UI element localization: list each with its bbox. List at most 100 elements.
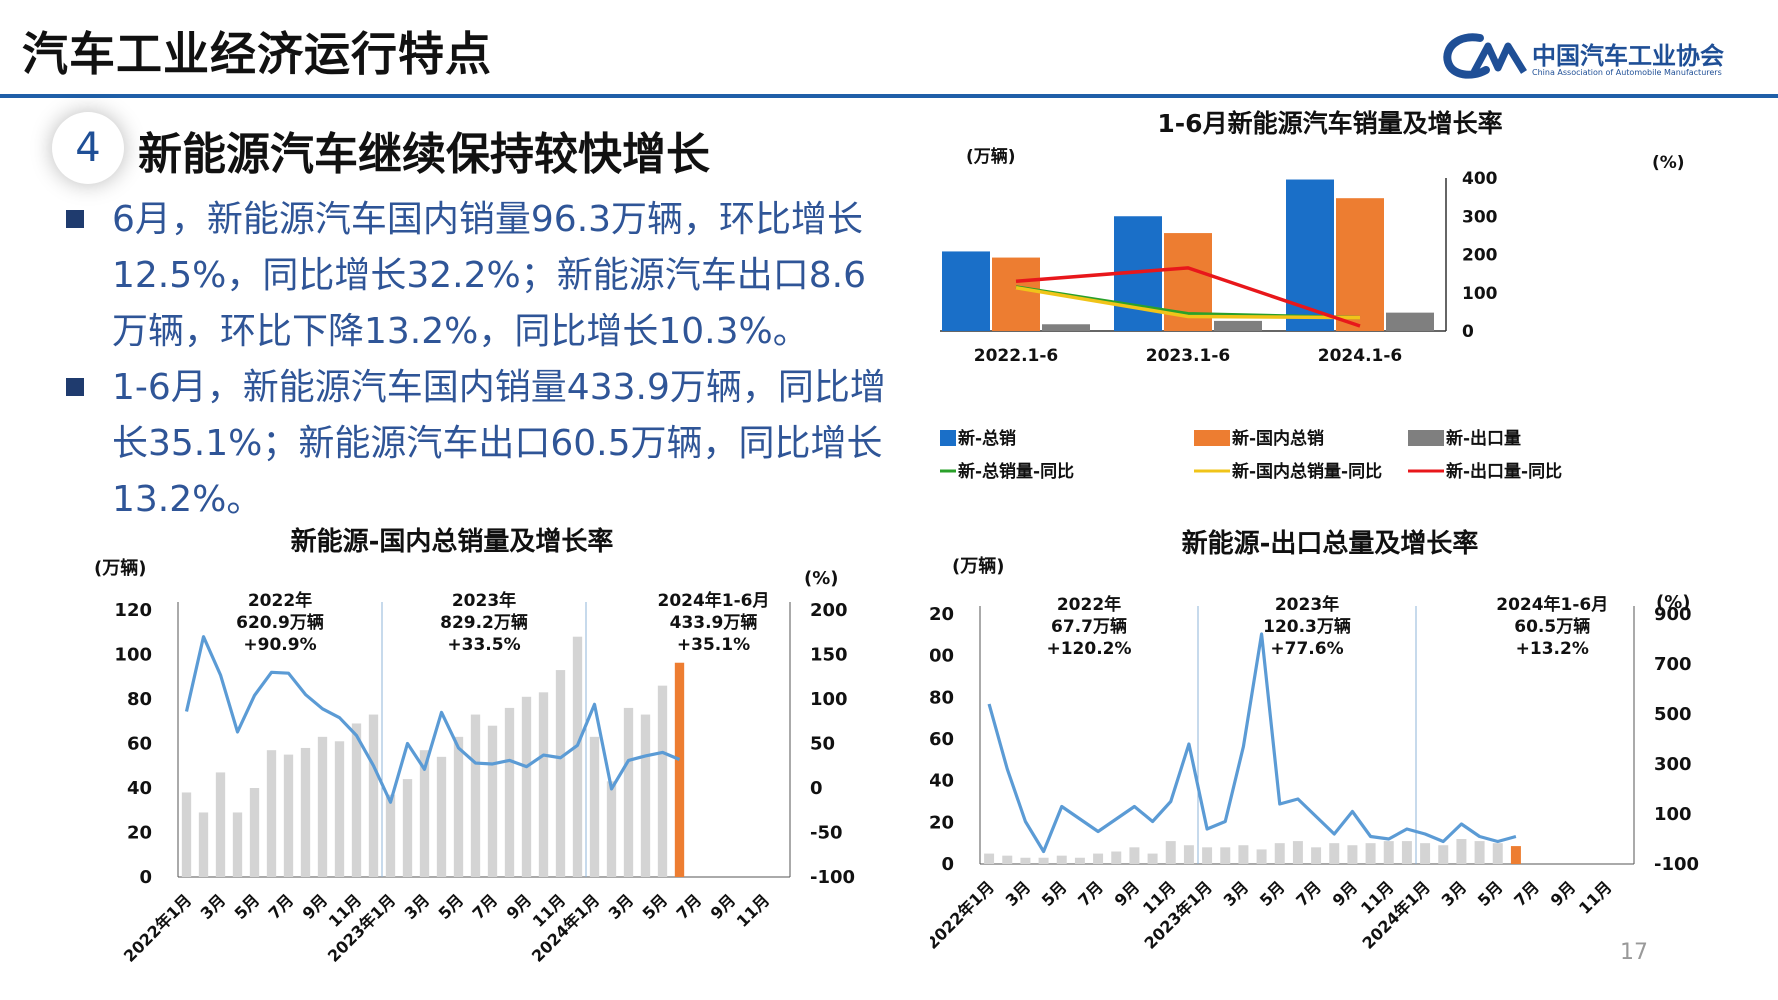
annotation-year: 2024年1-6月 — [657, 590, 769, 611]
y-tick-label: 0 — [941, 854, 954, 875]
legend-label: 新-出口量 — [1446, 428, 1521, 449]
y2-tick-label: 500 — [1654, 704, 1692, 725]
bullet-text: 6月，新能源汽车国内销量96.3万辆，环比增长12.5%，同比增长32.2%；新… — [112, 199, 866, 352]
bar-month — [232, 812, 243, 877]
chart-title: 新能源-国内总销量及增长率 — [291, 526, 614, 557]
bar-month — [1165, 841, 1176, 864]
bar-month — [1183, 845, 1194, 864]
annotation-total: 829.2万辆 — [440, 612, 528, 633]
annotation-total: 60.5万辆 — [1514, 616, 1590, 637]
x-tick-label: 5月 — [639, 890, 672, 923]
x-tick-label: 5月 — [435, 890, 468, 923]
plot-area: 010020030040050001002003004002022.1-6202… — [940, 169, 1498, 366]
bar-month — [640, 714, 651, 877]
bar-month — [1220, 847, 1231, 864]
legend-swatch — [1194, 430, 1230, 446]
x-tick-label: 2022年1月 — [120, 890, 195, 965]
annotation-total: 67.7万辆 — [1051, 616, 1127, 637]
x-tick-label: 2022.1-6 — [974, 346, 1059, 366]
annotation-growth: +33.5% — [447, 635, 520, 655]
legend-label: 新-出口量-同比 — [1446, 461, 1562, 482]
bar-month — [402, 779, 413, 877]
x-tick-label: 3月 — [1002, 877, 1035, 910]
bar-month — [984, 853, 995, 864]
x-tick-label: 7月 — [1510, 877, 1543, 910]
x-tick-label: 5月 — [1038, 877, 1071, 910]
bar-month — [249, 788, 260, 877]
annotation-total: 620.9万辆 — [236, 612, 324, 633]
bar-新-总销 — [1286, 179, 1334, 331]
y2-tick-label: 200 — [810, 600, 848, 621]
annotation-growth: +77.6% — [1270, 639, 1343, 659]
y2-tick-label: 100 — [810, 689, 848, 710]
plot-area: 020406080100120-100-500501001502002022年1… — [114, 590, 855, 966]
bar-month — [1147, 853, 1158, 864]
y2-axis-unit: (%) — [804, 568, 839, 589]
x-tick-label: 7月 — [265, 890, 298, 923]
x-tick-label: 3月 — [401, 890, 434, 923]
bar-month — [385, 794, 396, 877]
y-tick-label: 120 — [114, 600, 152, 621]
legend-swatch — [940, 430, 956, 446]
bar-month — [538, 692, 549, 877]
bar-month — [1056, 855, 1067, 864]
bar-month — [181, 792, 192, 877]
legend-label: 新-国内总销量-同比 — [1232, 461, 1382, 482]
bar-month — [521, 696, 532, 877]
bar-month — [1474, 841, 1485, 864]
bar-month — [266, 750, 277, 877]
annotation-year: 2022年 — [1057, 594, 1121, 615]
legend-label: 新-国内总销 — [1232, 428, 1324, 449]
bar-month — [1456, 839, 1467, 864]
bar-month — [1329, 843, 1340, 864]
chart-title: 1-6月新能源汽车销量及增长率 — [1157, 109, 1502, 138]
y-tick-label: 60 — [930, 729, 954, 750]
bar-新-出口量 — [1214, 320, 1262, 331]
bar-month — [504, 707, 515, 877]
x-tick-label: 2022年1月 — [930, 877, 998, 952]
bullet-square-icon — [66, 378, 84, 396]
bar-month — [555, 670, 566, 877]
y2-tick-label: 900 — [1654, 604, 1692, 625]
y-tick-label: 0 — [139, 867, 152, 888]
x-tick-label: 11月 — [1575, 877, 1616, 918]
bar-month — [351, 723, 362, 877]
x-tick-label: 7月 — [673, 890, 706, 923]
y-tick-label: 20 — [127, 823, 152, 844]
bar-新-国内总销 — [1336, 198, 1384, 331]
export-sales-chart: 新能源-出口总量及增长率 (万辆) (%) 0 20 40 60 80 100 120 -10… — [930, 528, 1699, 953]
cam-logo-icon — [1443, 33, 1527, 79]
legend-swatch — [1408, 430, 1444, 446]
bar-month — [1274, 843, 1285, 864]
y2-axis-unit: (%) — [1652, 153, 1685, 173]
y-tick-label: 40 — [930, 771, 954, 792]
bar-新-总销 — [942, 251, 990, 331]
chart-title: 新能源-出口总量及增长率 — [1182, 528, 1479, 559]
bar-month — [436, 756, 447, 877]
y2-tick-label: -100 — [1654, 854, 1699, 875]
bar-month — [1420, 843, 1431, 864]
bar-month — [317, 736, 328, 877]
bar-month — [1492, 843, 1503, 864]
y-tick-label: 40 — [127, 778, 152, 799]
bar-current-month — [674, 662, 685, 877]
section-title: 新能源汽车继续保持较快增长 — [138, 129, 710, 180]
y2-tick-label: 300 — [1462, 207, 1498, 227]
annotation-total: 120.3万辆 — [1263, 616, 1351, 637]
bar-month — [215, 772, 226, 877]
bar-month — [1311, 847, 1322, 864]
bar-month — [300, 747, 311, 877]
bar-month — [1093, 853, 1104, 864]
bar-month — [470, 714, 481, 877]
annotation-growth: +35.1% — [677, 635, 750, 655]
growth-line — [184, 635, 681, 804]
title-rule — [0, 94, 1778, 98]
y2-tick-label: 0 — [1462, 322, 1474, 342]
y-tick-label: 100 — [114, 645, 152, 666]
annotation-total: 433.9万辆 — [670, 612, 758, 633]
annotation-year: 2023年 — [452, 590, 516, 611]
x-tick-label: 2023.1-6 — [1146, 346, 1231, 366]
association-logo: 中国汽车工业协会 China Association of Automobile… — [1440, 32, 1740, 82]
y2-tick-label: 200 — [1462, 246, 1498, 266]
